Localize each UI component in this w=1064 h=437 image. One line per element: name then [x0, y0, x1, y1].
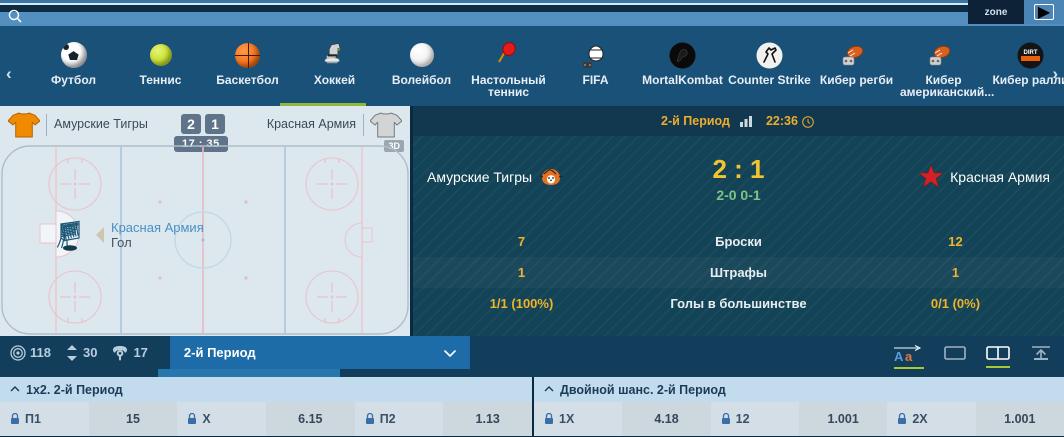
svg-text:A: A	[894, 349, 904, 362]
svg-text:DIRT: DIRT	[1024, 50, 1038, 56]
svg-text:a: a	[905, 349, 913, 362]
